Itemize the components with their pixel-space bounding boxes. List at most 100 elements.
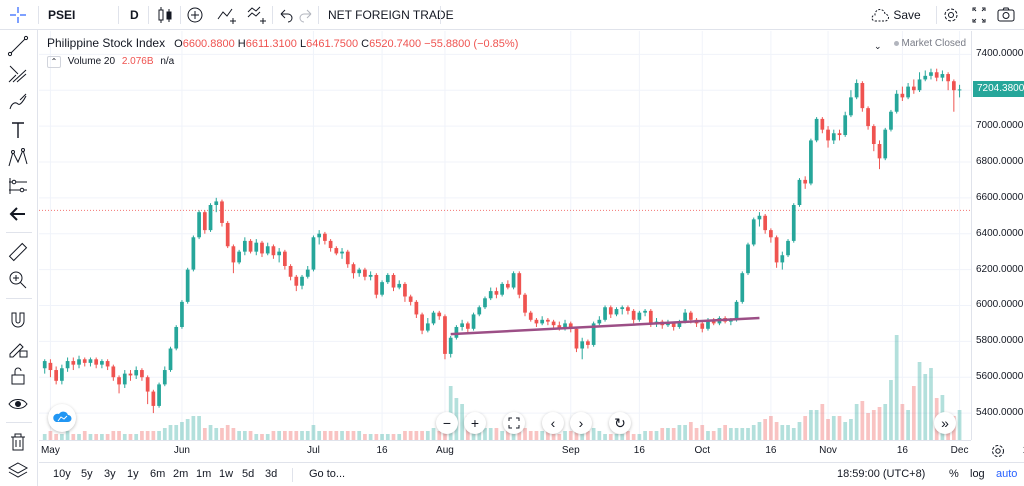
compare-button[interactable] [186, 0, 204, 30]
candle [797, 178, 802, 207]
candle [294, 274, 299, 292]
candle-body [631, 310, 636, 320]
candle-body [208, 205, 213, 231]
candle-body [506, 283, 510, 288]
volume-bar [94, 434, 99, 440]
range-button-1w[interactable]: 1w [219, 468, 234, 480]
candle [208, 203, 213, 232]
candle [923, 70, 928, 82]
candle-body [271, 246, 276, 256]
volume-bar [140, 431, 144, 440]
range-button-10y[interactable]: 10y [53, 468, 71, 480]
drawing-mode-tool[interactable] [6, 336, 30, 360]
trend-line-tool[interactable] [6, 34, 30, 58]
fullscreen-button[interactable] [970, 0, 988, 30]
range-button-5d[interactable]: 5d [242, 468, 255, 480]
volume-bar [145, 431, 150, 440]
volume-bar [60, 434, 64, 440]
candle-body [305, 269, 310, 277]
fib-tool[interactable] [6, 62, 30, 86]
reset-scale-button[interactable] [503, 412, 525, 434]
text-tool[interactable] [6, 118, 30, 142]
volume-label[interactable]: Volume 20 [67, 56, 116, 67]
volume-bar [494, 428, 499, 440]
brush-tool[interactable] [6, 90, 30, 114]
zoom-out-button[interactable]: − [436, 412, 458, 434]
redo-icon [299, 9, 312, 23]
candle [540, 316, 545, 326]
toolbar-divider [38, 6, 39, 24]
range-button-3y[interactable]: 3y [104, 468, 116, 480]
candle [929, 68, 933, 80]
measure-tool[interactable] [6, 174, 30, 198]
ruler-tool[interactable] [6, 240, 30, 264]
zoom-in-button[interactable]: + [464, 412, 486, 434]
candle-body [420, 314, 424, 331]
interval-selector[interactable]: D [130, 8, 139, 22]
range-button-6m[interactable]: 6m [150, 468, 166, 480]
lock-tool[interactable] [6, 364, 30, 388]
legend-title[interactable]: Philippine Stock Index [47, 36, 166, 50]
save-button[interactable]: Save ⌄ [870, 0, 934, 51]
candle-body [345, 251, 350, 265]
candle-body [94, 359, 99, 365]
timezone-label[interactable]: 18:59:00 (UTC+8) [837, 468, 926, 480]
zoom-tool[interactable] [6, 268, 30, 292]
collapse-legend-button[interactable]: ⌃ [47, 56, 61, 68]
candle [88, 357, 93, 367]
candle-body [317, 233, 322, 238]
symbol-search[interactable]: PSEI [48, 8, 76, 22]
range-button-1m[interactable]: 1m [196, 468, 212, 480]
magnet-tool[interactable] [6, 308, 30, 332]
goto-button[interactable]: Go to... [309, 468, 346, 480]
scroll-to-realtime-button[interactable]: » [934, 412, 956, 434]
redo-button[interactable] [298, 0, 314, 30]
time-tick-label: Sep [561, 445, 580, 456]
volume-bar [111, 431, 116, 440]
scroll-left-button[interactable]: ‹ [542, 412, 564, 434]
time-axis[interactable]: May Jun Jul 16 Aug Sep 16 Oct 16 Nov 16 Dec 16 [39, 440, 1024, 462]
crosshair-tool[interactable] [8, 0, 30, 30]
settings-button[interactable] [942, 0, 960, 30]
candle-body [568, 323, 573, 329]
volume-bar [860, 401, 865, 440]
indicator-tab[interactable]: NET FOREIGN TRADE [328, 8, 454, 22]
snapshot-button[interactable] [996, 0, 1016, 30]
price-chart[interactable] [39, 31, 971, 440]
toolbar-divider [6, 422, 32, 423]
axis-settings-button[interactable] [989, 442, 1009, 460]
volume-bar [283, 431, 287, 440]
candle-body [328, 240, 333, 249]
pattern-tool[interactable] [6, 146, 30, 170]
chart-type-button[interactable] [156, 0, 174, 30]
candle [528, 310, 533, 322]
range-button-3d[interactable]: 3d [265, 468, 278, 480]
range-button-1y[interactable]: 1y [127, 468, 139, 480]
object-tree-tool[interactable] [6, 458, 30, 482]
visibility-tool[interactable] [6, 392, 30, 416]
log-toggle[interactable]: log [970, 468, 985, 480]
hide-toolbar-button[interactable] [6, 202, 30, 226]
toolbar-divider [318, 6, 319, 24]
volume-bar [957, 410, 962, 440]
candle-body [643, 310, 647, 313]
range-button-2m[interactable]: 2m [173, 468, 189, 480]
percent-toggle[interactable]: % [949, 468, 959, 480]
candle-body [323, 233, 327, 241]
auto-toggle[interactable]: auto [996, 468, 1018, 480]
range-button-5y[interactable]: 5y [81, 468, 93, 480]
delete-tool[interactable] [6, 430, 30, 454]
scroll-right-button[interactable]: › [570, 412, 592, 434]
candle-body [586, 341, 590, 345]
price-axis[interactable]: 7400.00007200.00007000.00006800.00006600… [971, 31, 1024, 440]
candle [900, 86, 905, 101]
undo-button[interactable] [278, 0, 294, 30]
indicators-button[interactable] [216, 0, 238, 30]
volume-bar [357, 431, 362, 440]
reset-chart-button[interactable]: ↻ [609, 412, 631, 434]
toolbar-divider [292, 468, 293, 482]
candle [643, 309, 647, 317]
price-tick-label: 5400.0000 [976, 407, 1024, 419]
templates-button[interactable] [246, 0, 268, 30]
volume-bar [403, 431, 407, 440]
